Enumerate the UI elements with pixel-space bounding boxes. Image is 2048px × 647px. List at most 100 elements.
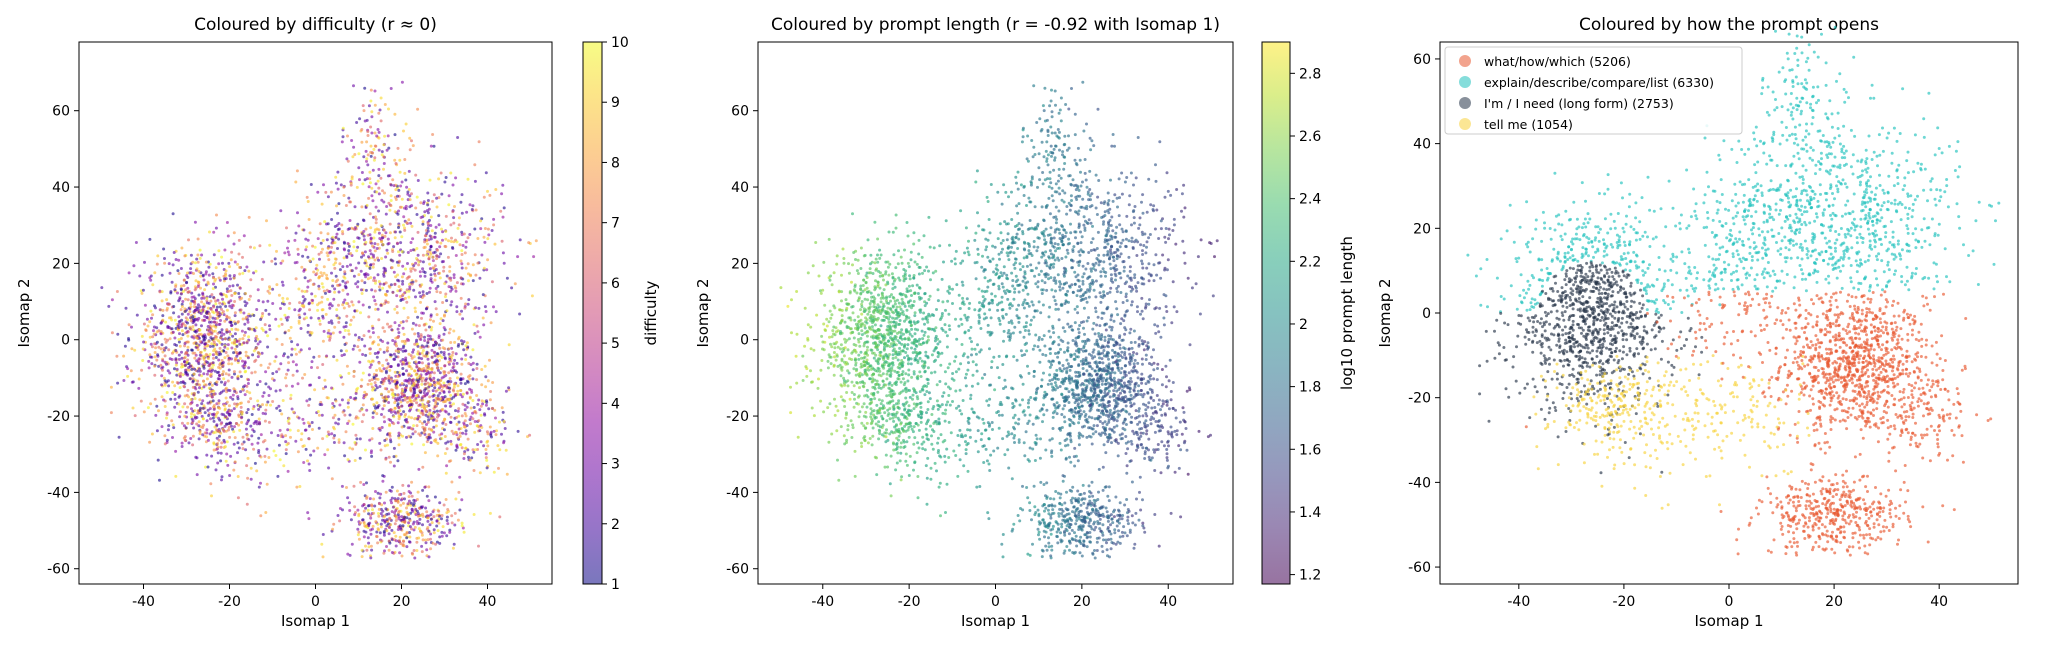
scatter-point — [429, 144, 433, 148]
scatter-point — [379, 119, 383, 123]
scatter-point — [436, 529, 440, 533]
scatter-point — [357, 514, 361, 518]
scatter-point — [326, 195, 330, 199]
scatter-point — [303, 312, 307, 316]
scatter-point — [419, 300, 422, 304]
plot-area-frame-1 — [757, 41, 1234, 585]
scatter-point — [230, 327, 234, 331]
scatter-point — [308, 231, 312, 235]
scatter-point — [243, 300, 247, 304]
scatter-point — [501, 183, 505, 187]
scatter-point — [370, 194, 374, 198]
scatter-point — [155, 340, 159, 344]
scatter-point — [216, 316, 219, 320]
scatter-point — [224, 415, 227, 418]
scatter-point — [383, 387, 387, 391]
scatter-point — [347, 244, 351, 248]
scatter-point — [241, 435, 245, 439]
scatter-point — [464, 302, 468, 306]
scatter-point — [498, 515, 502, 519]
scatter-point — [456, 518, 460, 522]
scatter-point — [221, 310, 225, 314]
scatter-point — [343, 276, 347, 280]
scatter-point — [238, 428, 242, 432]
scatter-point — [477, 544, 480, 548]
scatter-point — [433, 386, 437, 390]
scatter-point — [233, 402, 237, 406]
scatter-point — [150, 432, 154, 436]
scatter-point — [466, 236, 470, 240]
scatter-point — [407, 434, 411, 438]
scatter-point — [232, 276, 236, 280]
y-tick-label: -40 — [47, 485, 70, 501]
scatter-point — [362, 413, 366, 417]
scatter-point — [211, 399, 215, 403]
scatter-point — [218, 305, 222, 309]
scatter-point — [173, 393, 177, 396]
scatter-point — [392, 455, 396, 459]
scatter-point — [402, 215, 406, 219]
scatter-point — [222, 377, 226, 381]
scatter-point — [461, 402, 465, 406]
x-tick-label: 0 — [311, 594, 320, 610]
scatter-point — [394, 349, 398, 353]
scatter-point — [1072, 422, 1076, 426]
scatter-point — [1150, 355, 1154, 359]
scatter-point — [367, 185, 371, 189]
scatter-point — [240, 329, 244, 333]
scatter-point — [259, 455, 263, 459]
scatter-point — [408, 148, 412, 152]
scatter-point — [1112, 389, 1116, 393]
scatter-point — [484, 456, 488, 460]
scatter-point — [1060, 413, 1064, 416]
scatter-point — [236, 320, 240, 324]
scatter-point — [200, 300, 204, 304]
scatter-point — [357, 336, 361, 339]
scatter-point — [132, 264, 136, 268]
scatter-point — [444, 237, 448, 241]
scatter-point — [346, 496, 350, 500]
scatter-point — [454, 431, 458, 434]
scatter-point — [202, 385, 206, 389]
scatter-point — [352, 397, 356, 401]
scatter-point — [375, 401, 379, 405]
scatter-point — [410, 192, 413, 196]
scatter-point — [474, 306, 478, 310]
scatter-point — [186, 334, 190, 338]
scatter-point — [233, 260, 237, 264]
scatter-point — [289, 397, 293, 401]
scatter-point — [381, 326, 385, 330]
scatter-point — [427, 499, 431, 503]
scatter-point — [374, 384, 378, 387]
scatter-point — [319, 231, 323, 235]
scatter-point — [381, 340, 385, 343]
scatter-point — [396, 528, 400, 531]
scatter-point — [419, 338, 423, 341]
scatter-point — [146, 406, 150, 410]
scatter-point — [460, 266, 464, 270]
scatter-point — [402, 344, 406, 348]
scatter-point — [207, 357, 210, 361]
scatter-point — [409, 354, 413, 358]
scatter-point — [301, 254, 305, 258]
scatter-point — [475, 394, 479, 397]
scatter-point — [482, 195, 486, 199]
scatter-point — [447, 239, 450, 243]
scatter-point — [207, 301, 211, 305]
scatter-point — [170, 419, 174, 423]
scatter-point — [1027, 405, 1030, 409]
scatter-point — [293, 261, 297, 265]
scatter-point — [501, 251, 505, 255]
scatter-point — [491, 381, 495, 384]
scatter-point — [242, 234, 246, 238]
scatter-point — [411, 144, 415, 148]
scatter-point — [462, 457, 466, 460]
scatter-point — [306, 279, 310, 283]
scatter-point — [372, 255, 376, 259]
scatter-point — [148, 335, 152, 339]
scatter-point — [482, 444, 486, 448]
scatter-point — [226, 379, 230, 383]
scatter-point — [398, 493, 401, 497]
scatter-point — [393, 410, 396, 414]
scatter-point — [154, 413, 158, 417]
